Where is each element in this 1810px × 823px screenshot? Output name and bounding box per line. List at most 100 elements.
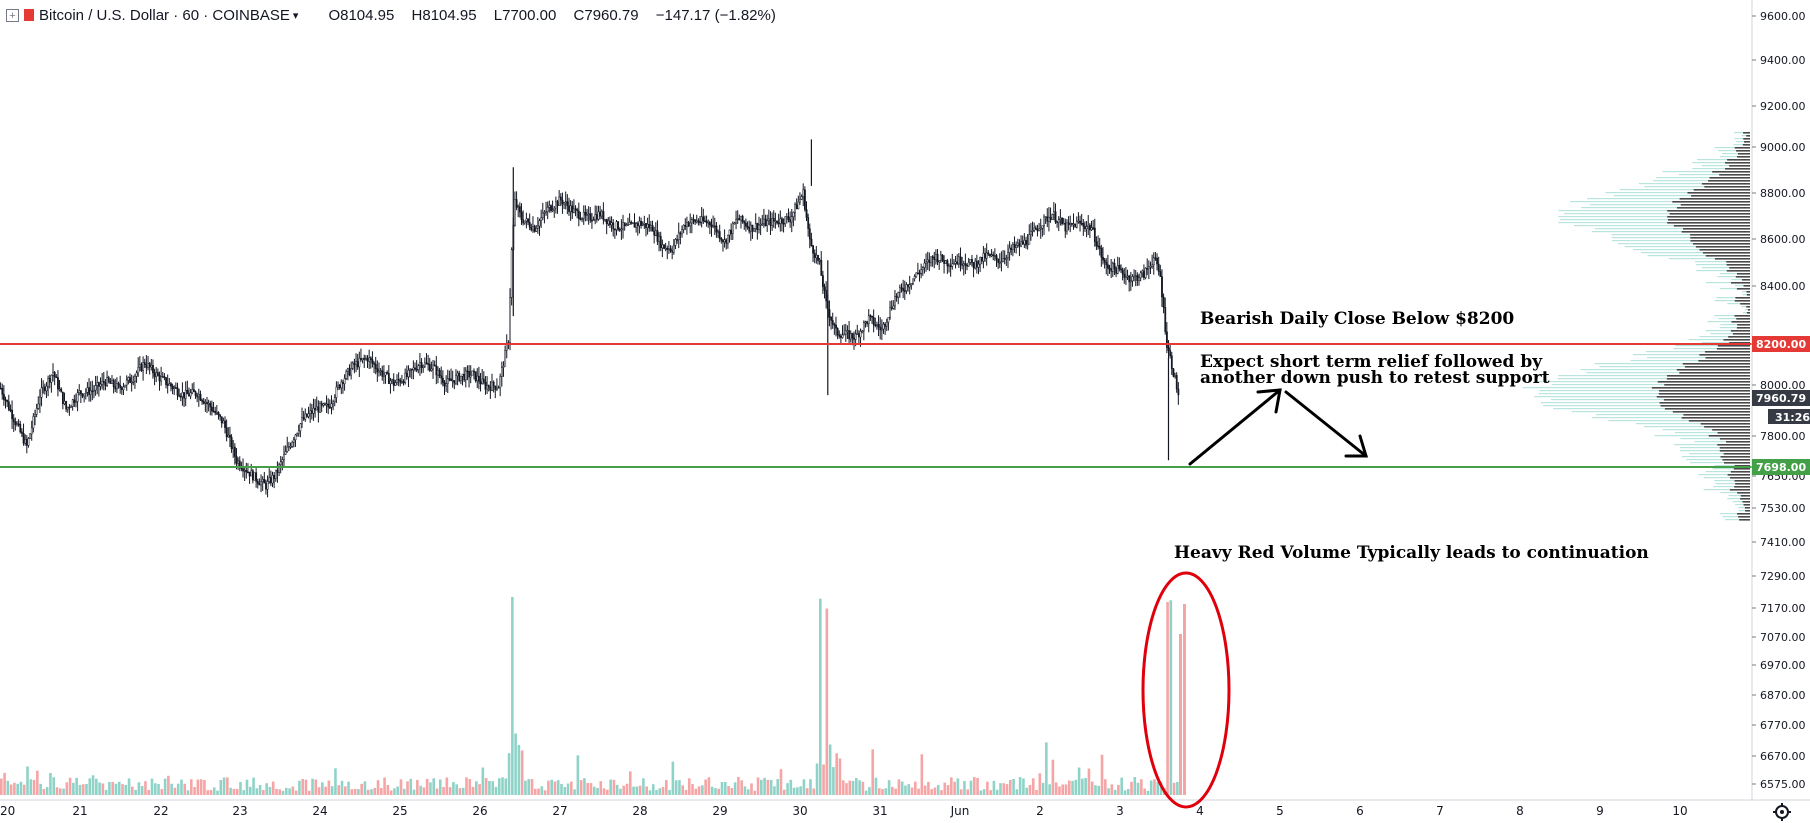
volume-bar — [438, 779, 442, 795]
symbol-title[interactable]: Bitcoin / U.S. Dollar · 60 · COINBASE — [39, 6, 290, 24]
candle — [856, 324, 859, 335]
volume-bar — [566, 783, 570, 795]
profile-bar — [1742, 312, 1750, 314]
candle — [1164, 297, 1167, 335]
candle — [625, 222, 628, 227]
candle — [116, 377, 118, 394]
price-tick-label: 7170.00 — [1760, 602, 1806, 615]
candle — [156, 368, 159, 377]
profile-bar — [1581, 207, 1750, 209]
candle — [358, 351, 361, 378]
profile-bar — [1719, 327, 1750, 329]
candle — [1057, 216, 1060, 232]
candle — [405, 365, 408, 380]
candle — [751, 224, 754, 239]
candle — [422, 364, 425, 373]
profile-bar — [1664, 408, 1750, 410]
candle — [609, 216, 611, 228]
candle — [523, 220, 526, 225]
candle — [387, 365, 390, 384]
candle — [992, 251, 995, 261]
volume-bar — [271, 781, 275, 795]
candle — [410, 368, 413, 379]
price-tick-label: 8400.00 — [1760, 280, 1806, 293]
candle — [1079, 215, 1081, 232]
candle — [1136, 272, 1139, 286]
candle — [1034, 225, 1037, 230]
candle — [1077, 212, 1080, 224]
candle — [304, 408, 307, 422]
candle — [1003, 250, 1006, 265]
high-label: H — [411, 6, 423, 24]
candlesticks — [0, 139, 1180, 498]
candle — [214, 406, 217, 416]
candle — [514, 191, 516, 227]
candle — [1125, 267, 1127, 285]
candle — [699, 215, 701, 226]
candle — [353, 358, 356, 374]
volume-bar — [229, 787, 232, 795]
time-axis[interactable]: 20 21 22 23 24 25 26 27 28 29 30 31 Jun 2 3 4 5 6 7 8 9 10 — [0, 804, 1688, 818]
candle — [134, 373, 136, 389]
profile-bar — [1550, 399, 1750, 401]
volume-bar — [1159, 781, 1163, 795]
volume-bar — [311, 778, 314, 795]
volume-bar — [674, 780, 678, 795]
candle — [564, 191, 567, 210]
candle — [830, 316, 833, 330]
volume-profile — [1522, 132, 1750, 521]
candle — [951, 253, 954, 270]
profile-bar — [1741, 306, 1750, 308]
volume-bar — [697, 786, 701, 795]
volume-bar — [573, 789, 576, 795]
profile-bar — [1734, 138, 1750, 140]
candle — [93, 384, 95, 399]
chevron-down-icon[interactable]: ▾ — [292, 9, 299, 22]
candle — [202, 397, 205, 405]
profile-bar — [1718, 318, 1750, 320]
candle — [908, 275, 911, 295]
candle — [697, 218, 700, 226]
volume-bar — [291, 786, 295, 795]
candle — [1074, 223, 1077, 228]
candle — [1126, 269, 1129, 280]
settings-gear-icon[interactable] — [1773, 803, 1791, 821]
candle — [938, 260, 941, 270]
candle — [3, 385, 5, 406]
candle — [928, 252, 931, 272]
volume-bar — [825, 608, 829, 795]
candle — [473, 368, 475, 380]
candle — [646, 217, 649, 235]
annotation-relief-line2: another down push to retest support — [1200, 368, 1550, 388]
profile-bar — [1586, 372, 1750, 374]
volume-bar — [586, 782, 590, 795]
close-label: C — [573, 6, 585, 24]
expand-icon[interactable]: + — [6, 8, 19, 22]
candle — [461, 373, 464, 386]
profile-bar — [1738, 507, 1750, 509]
candle — [35, 403, 38, 418]
profile-bar — [1726, 264, 1750, 266]
volume-bar — [307, 790, 311, 795]
candle — [119, 375, 122, 394]
price-tick-label: 7290.00 — [1760, 570, 1806, 583]
candle — [230, 434, 233, 453]
candle — [913, 274, 916, 282]
candle — [138, 356, 141, 372]
candle — [317, 400, 320, 423]
candle — [487, 384, 490, 392]
profile-bar — [1680, 204, 1750, 206]
candle — [553, 205, 556, 218]
close-value: 7960.79 — [584, 6, 639, 24]
candle — [66, 406, 69, 413]
candle — [191, 383, 194, 395]
volume-bar — [622, 785, 626, 795]
profile-bar — [1669, 213, 1750, 215]
candle — [612, 219, 615, 237]
candle — [168, 377, 171, 386]
profile-bar — [1726, 270, 1750, 272]
profile-bar — [1731, 279, 1750, 281]
candle — [496, 378, 498, 392]
date-tick-label: 28 — [632, 804, 647, 818]
